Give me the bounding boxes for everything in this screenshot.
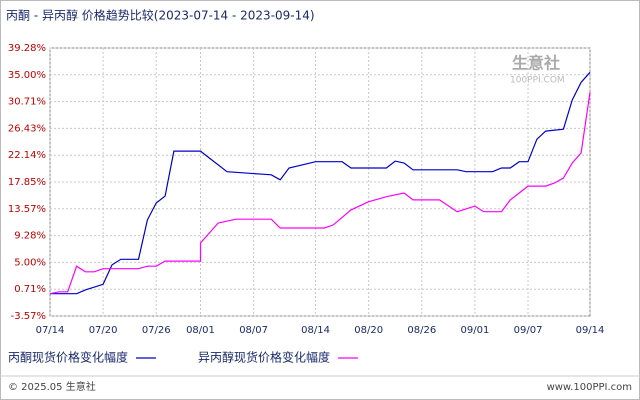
- x-tick-label: 07/26: [142, 325, 171, 336]
- x-tick-label: 08/01: [186, 325, 215, 336]
- watermark: 生意社: [512, 54, 560, 73]
- watermark-sub: 100PPI.COM: [510, 76, 565, 86]
- y-tick-label: 17.85%: [8, 177, 46, 188]
- x-tick-label: 09/07: [514, 325, 543, 336]
- footer-right: www.100PPI.com: [547, 382, 632, 393]
- y-tick-label: -3.57%: [11, 311, 46, 322]
- x-tick-label: 08/07: [239, 325, 268, 336]
- x-tick-label: 09/14: [576, 325, 605, 336]
- y-tick-label: 0.71%: [14, 284, 46, 295]
- x-tick-label: 08/20: [354, 325, 383, 336]
- series-line: [49, 92, 591, 295]
- x-tick-label: 08/14: [301, 325, 330, 336]
- y-tick-label: 5.00%: [14, 257, 46, 268]
- x-tick-label: 07/14: [36, 325, 65, 336]
- y-tick-label: 35.00%: [8, 70, 46, 81]
- series-line: [50, 71, 591, 295]
- legend-label: 异丙醇现货价格变化幅度: [198, 350, 330, 365]
- x-tick-label: 07/20: [89, 325, 118, 336]
- y-tick-label: 30.71%: [8, 97, 46, 108]
- y-tick-label: 13.57%: [8, 204, 46, 215]
- legend-label: 丙酮现货价格变化幅度: [8, 350, 128, 365]
- footer-left: © 2025.05 生意社: [8, 380, 96, 393]
- x-tick-label: 08/26: [407, 325, 436, 336]
- chart-title: 丙酮 - 异丙醇 价格趋势比较(2023-07-14 - 2023-09-14): [6, 8, 315, 23]
- y-tick-label: 22.14%: [8, 150, 46, 161]
- x-tick-label: 09/01: [461, 325, 490, 336]
- y-tick-label: 9.28%: [14, 231, 46, 242]
- y-tick-label: 39.28%: [8, 43, 46, 54]
- y-tick-label: 26.43%: [8, 123, 46, 134]
